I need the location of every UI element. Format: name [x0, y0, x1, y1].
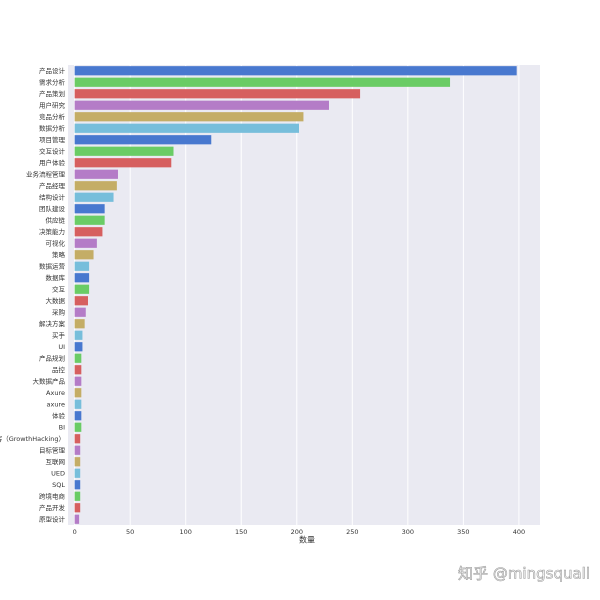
x-axis-label: 数量	[299, 535, 315, 545]
y-tick-label: 产品设计	[39, 66, 66, 75]
bar	[74, 238, 97, 248]
y-tick-label: 目标管理	[39, 445, 66, 454]
bar	[74, 284, 90, 294]
plot-area	[68, 65, 540, 525]
y-tick-label: 数据分析	[39, 123, 66, 132]
y-tick-label: 项目管理	[39, 135, 66, 144]
x-tick-label: 50	[126, 528, 134, 536]
bar	[74, 169, 118, 179]
x-tick-label: 400	[513, 528, 525, 536]
bar	[74, 204, 105, 214]
bar	[74, 112, 304, 122]
watermark: 知乎 @mingsquall	[458, 565, 590, 583]
y-tick-label: 大数据产品	[33, 376, 66, 385]
y-tick-label: 数据运营	[39, 261, 66, 270]
y-tick-label: 产品规划	[39, 353, 65, 362]
bar	[74, 215, 105, 225]
x-tick-label: 250	[346, 528, 358, 536]
y-tick-label: 大数据	[46, 296, 66, 305]
x-tick-label: 100	[180, 528, 192, 536]
x-tick-label: 150	[235, 528, 247, 536]
bar	[74, 503, 81, 513]
bar	[74, 66, 517, 76]
y-tick-label: 竞品分析	[39, 112, 66, 121]
y-tick-label: 采购	[52, 307, 66, 316]
y-tick-label: Axure	[46, 389, 65, 397]
y-tick-label: 用户体验	[39, 158, 66, 167]
bar	[74, 100, 329, 110]
bar	[74, 411, 82, 421]
bar	[74, 376, 82, 386]
y-tick-label: 团队建设	[39, 204, 66, 213]
y-tick-label: 产品开发	[39, 503, 66, 512]
y-tick-label: 交互设计	[39, 146, 66, 155]
bar	[74, 457, 81, 467]
y-tick-label: 策略	[52, 250, 66, 259]
y-tick-label: 供应链	[46, 215, 66, 224]
y-tick-label: 数据库	[46, 273, 66, 282]
bar	[74, 273, 90, 283]
bar	[74, 123, 300, 133]
y-tick-label: axure	[47, 400, 65, 408]
bar	[74, 227, 103, 237]
y-tick-label: 需求分析	[39, 77, 66, 86]
bar	[74, 399, 82, 409]
bar	[74, 514, 80, 524]
bar	[74, 422, 82, 432]
y-tick-label: 体验	[52, 411, 66, 420]
bar	[74, 480, 81, 490]
bar	[74, 491, 81, 501]
bar	[74, 192, 114, 202]
y-tick-label: 原型设计	[39, 514, 66, 523]
y-tick-label: UED	[51, 469, 65, 477]
x-tick-label: 200	[291, 528, 303, 536]
y-tick-label: 解决方案	[39, 319, 66, 328]
bar	[74, 468, 81, 478]
bar	[74, 181, 117, 191]
bar	[74, 330, 83, 340]
bar	[74, 250, 94, 260]
bar	[74, 388, 82, 398]
y-tick-label: SQL	[52, 481, 65, 489]
y-tick-label: 跨境电商	[39, 491, 66, 500]
y-tick-label: 产品策划	[39, 89, 65, 98]
y-tick-label: 交互	[52, 284, 66, 293]
y-tick-label: 互联网	[46, 457, 66, 466]
bar	[74, 146, 174, 156]
bar	[74, 445, 81, 455]
y-tick-label: 买手	[52, 330, 66, 339]
bar	[74, 296, 88, 306]
bar	[74, 342, 83, 352]
y-tick-label: 业务流程管理	[26, 169, 66, 178]
bar	[74, 261, 90, 271]
bar	[74, 353, 82, 363]
bar	[74, 365, 82, 375]
y-tick-label: 结构设计	[39, 192, 66, 201]
x-tick-label: 300	[402, 528, 414, 536]
bar	[74, 434, 81, 444]
bar	[74, 89, 361, 99]
y-tick-label: 用户研究	[39, 100, 66, 109]
x-tick-label: 350	[457, 528, 469, 536]
y-tick-label: 产品经理	[39, 181, 66, 190]
y-tick-label: 可视化	[46, 238, 66, 247]
y-tick-label: UI	[58, 343, 65, 351]
bar	[74, 158, 172, 168]
y-tick-label: 决策能力	[39, 227, 65, 236]
bar	[74, 135, 212, 145]
y-tick-label: 增长黑客（GrowthHacking）	[0, 434, 65, 443]
bar	[74, 319, 85, 329]
y-tick-label: 品控	[52, 365, 66, 374]
x-tick-label: 0	[73, 528, 77, 536]
bar	[74, 307, 86, 317]
y-tick-label: BI	[59, 423, 65, 431]
bar	[74, 77, 451, 87]
